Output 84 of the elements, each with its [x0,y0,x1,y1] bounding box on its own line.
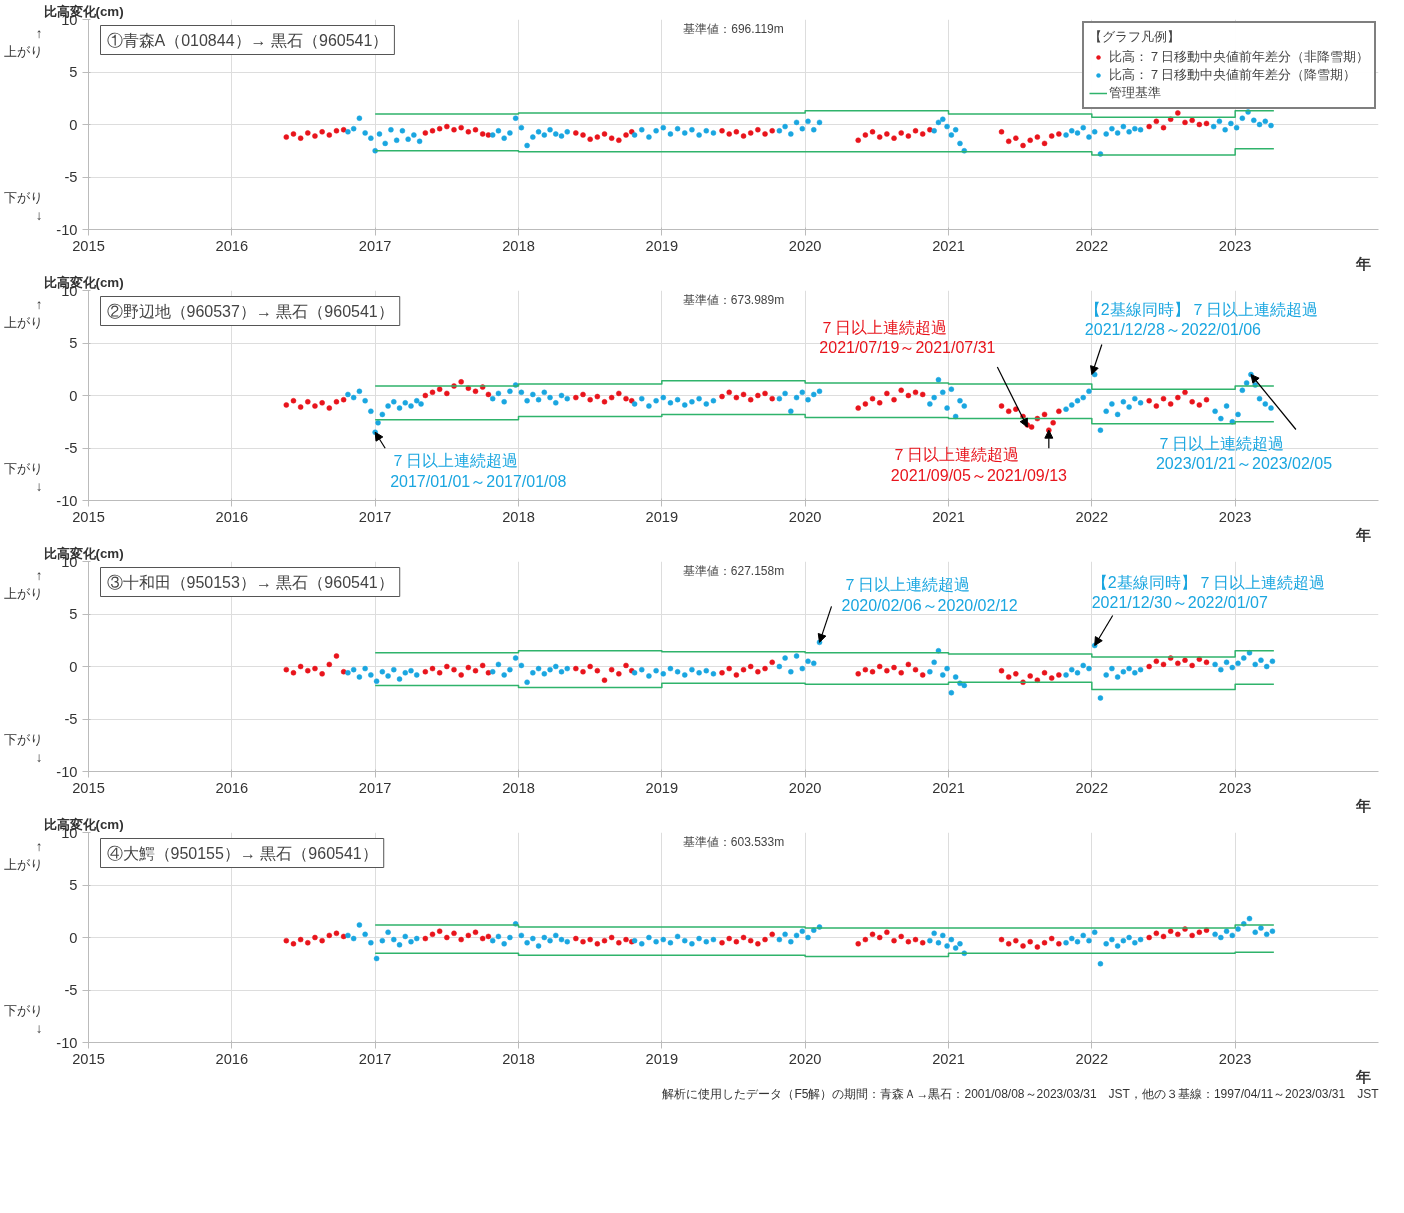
x-tick-label: 2015 [72,237,105,254]
text: 解析に使用したデータ（F5解）の期間：青森Ａ→黒石：2001/08/08～2023/03/31 JST，他の３基線：1997/04/11～2023/03/31 JST [662,1086,1380,1101]
x-axis-title: 年 [1354,797,1371,814]
x-tick-label: 2023 [1218,508,1252,525]
y-tick-label: -10 [56,221,78,238]
x-tick-label: 2017 [358,779,392,796]
legend-label: 比高：７日移動中央値前年差分（降雪期） [1109,66,1356,84]
x-tick-label: 2022 [1075,779,1109,796]
y-tick-label: 5 [69,335,78,351]
y-tick-label: 0 [69,387,78,404]
y-tick-label: 0 [69,929,78,946]
x-tick-label: 2016 [215,1050,249,1067]
y-tick-label: -10 [56,763,78,780]
x-tick-label: 2020 [788,237,822,254]
legend-title: 【グラフ凡例】 [1089,28,1181,46]
chart-subtitle: 基準値：673.989m [682,292,785,307]
x-tick-label: 2017 [358,508,392,525]
annotation: 【2基線同時】７日以上連続超過 2021/12/30～2022/01/07 [1091,573,1325,611]
chart-subtitle: 基準値：627.158m [682,563,785,578]
x-tick-label: 2021 [932,779,965,796]
y-tick-label: 5 [69,877,78,893]
annotation: ７日以上連続超過 2021/09/05～2021/09/13 [890,446,1068,484]
x-tick-label: 2015 [72,779,105,796]
annotation: ７日以上連続超過 2023/01/21～2023/02/05 [1155,434,1333,472]
text: ①青森A（010844）→ 黒石（960541） [106,31,389,49]
y-tick-label: -5 [64,440,78,456]
x-tick-label: 2022 [1075,237,1109,254]
y-tick-label: 5 [69,606,78,622]
y-tick-label: 5 [69,64,78,80]
x-axis-title: 年 [1354,255,1371,272]
x-tick-label: 2021 [932,508,965,525]
x-tick-label: 2020 [788,779,822,796]
text: 下がり ↓ [3,460,43,494]
x-tick-label: 2018 [502,508,535,525]
x-tick-label: 2022 [1075,1050,1109,1067]
legend-label: 比高：７日移動中央値前年差分（非降雪期） [1109,48,1369,66]
annotation: ７日以上連続超過 2017/01/01～2017/01/08 [390,452,567,490]
annotation: ７日以上連続超過 2020/02/06～2020/02/12 [841,576,1018,614]
x-tick-label: 2023 [1218,1050,1252,1067]
x-tick-label: 2019 [645,237,679,254]
x-axis-title: 年 [1354,526,1371,543]
x-axis-title: 年 [1354,1068,1371,1085]
x-tick-label: 2021 [932,1050,965,1067]
chart-subtitle: 基準値：603.533m [682,834,785,849]
text: 下がり ↓ [3,731,43,765]
text: ③十和田（950153）→ 黒石（960541） [106,573,394,591]
x-tick-label: 2015 [72,508,105,525]
text: 下がり ↓ [3,1002,43,1036]
x-tick-label: 2019 [645,779,679,796]
x-tick-label: 2023 [1218,779,1252,796]
y-tick-label: 0 [69,116,78,133]
x-tick-label: 2016 [215,779,249,796]
x-tick-label: 2021 [932,237,965,254]
x-tick-label: 2020 [788,1050,822,1067]
y-tick-label: -5 [64,982,78,998]
text: ↑ 上がり [3,26,43,60]
y-tick-label: -5 [64,711,78,727]
annotation: 【2基線同時】７日以上連続超過 2021/12/28～2022/01/06 [1084,300,1318,338]
text: ②野辺地（960537）→ 黒石（960541） [106,302,394,320]
x-tick-label: 2020 [788,508,822,525]
legend-label: 管理基準 [1109,84,1161,102]
text: ↑ 上がり [3,839,43,873]
x-tick-label: 2016 [215,508,249,525]
x-tick-label: 2022 [1075,508,1109,525]
x-tick-label: 2017 [358,237,392,254]
text: ↑ 上がり [3,297,43,331]
annotation: ７日以上連続超過 2021/07/19～2021/07/31 [819,319,996,357]
x-tick-label: 2018 [502,237,535,254]
y-tick-label: -5 [64,169,78,185]
y-tick-label: -10 [56,1034,78,1051]
text: 下がり ↓ [3,189,43,223]
x-tick-label: 2017 [358,1050,392,1067]
text: ↑ 上がり [3,568,43,602]
x-tick-label: 2019 [645,508,679,525]
x-tick-label: 2016 [215,237,249,254]
x-tick-label: 2018 [502,779,535,796]
y-tick-label: -10 [56,492,78,509]
x-tick-label: 2015 [72,1050,105,1067]
chart-subtitle: 基準値：696.119m [683,21,784,36]
y-tick-label: 0 [69,658,78,675]
x-tick-label: 2019 [645,1050,679,1067]
x-tick-label: 2023 [1218,237,1252,254]
text: ④大鰐（950155）→ 黒石（960541） [106,844,378,862]
x-tick-label: 2018 [502,1050,535,1067]
